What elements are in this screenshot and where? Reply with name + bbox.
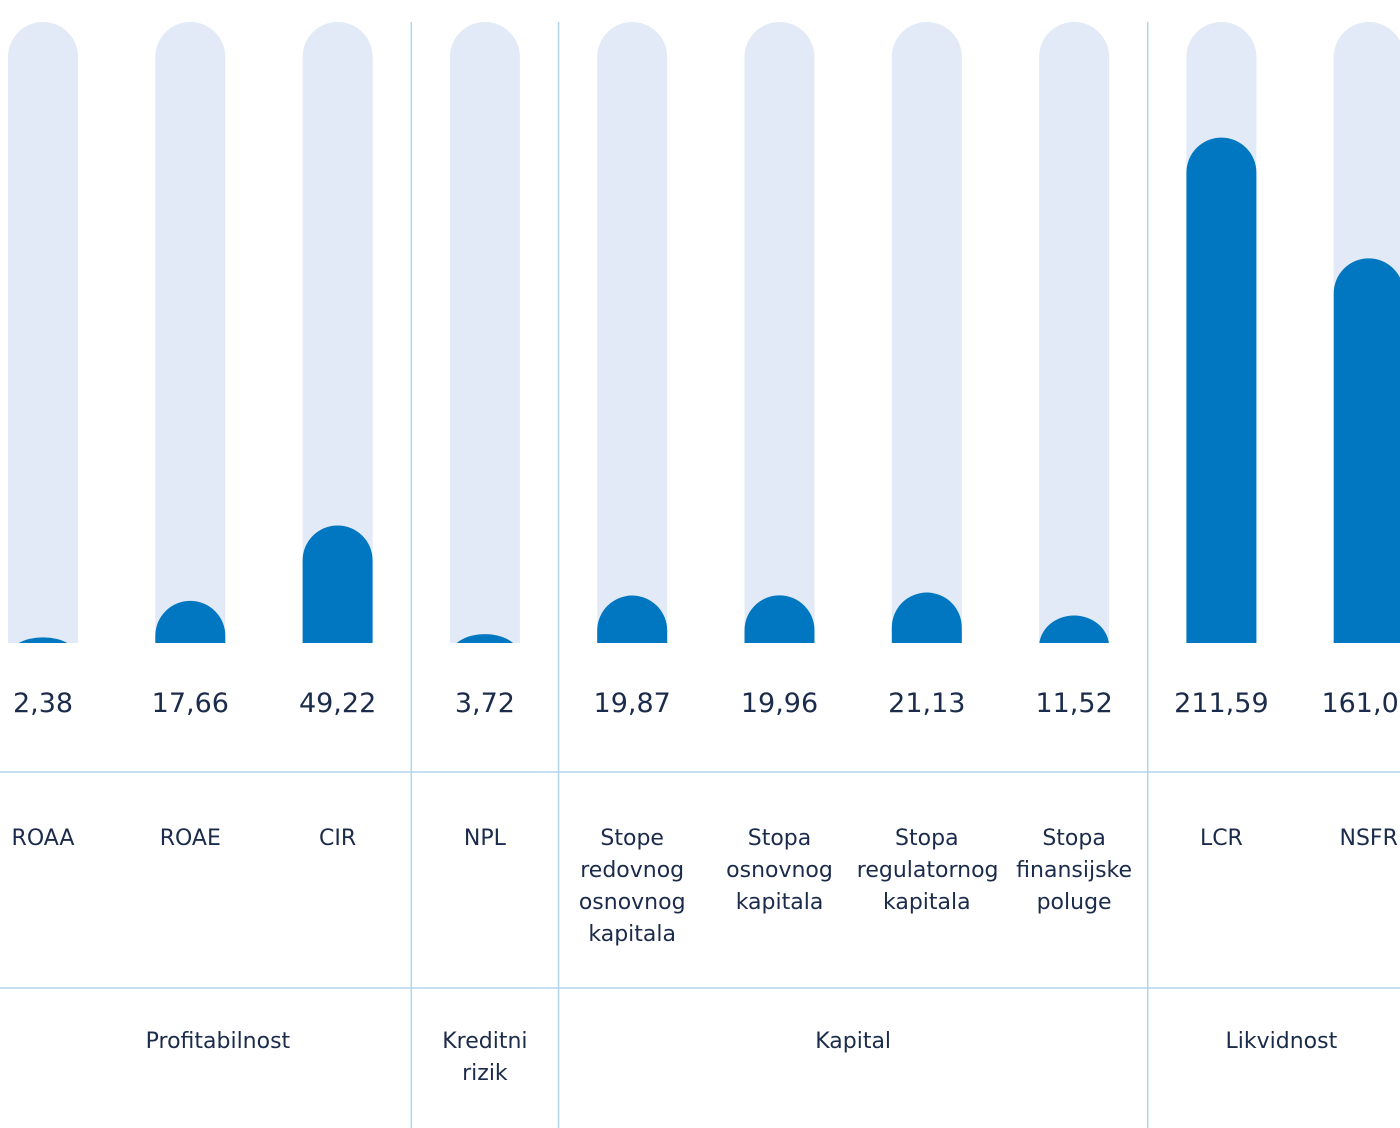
bar <box>1186 137 1257 643</box>
bar-track <box>597 22 668 643</box>
bar-track <box>891 22 962 643</box>
group-label: Kreditni rizik <box>442 1029 528 1086</box>
value-label: 17,66 <box>151 688 229 719</box>
category-label: Stopa osnovnog kapitala <box>726 826 833 915</box>
bars <box>8 22 1400 643</box>
category-label: ROAE <box>159 826 221 851</box>
group-label: Kapital <box>815 1029 892 1054</box>
bar <box>456 634 514 643</box>
category-label: Stopa finansijske poluge <box>1016 826 1133 915</box>
value-label: 2,38 <box>12 688 74 719</box>
bar <box>744 595 815 643</box>
bar-track <box>155 22 226 643</box>
category-label: Stopa regulatornog kapitala <box>856 826 999 915</box>
group-label: Profitabilnost <box>145 1029 291 1054</box>
value-label: 19,87 <box>593 688 671 719</box>
value-label: 11,52 <box>1035 688 1113 719</box>
bar <box>597 595 668 643</box>
bar-track <box>302 22 373 643</box>
value-label: 161,05 <box>1321 688 1400 719</box>
bar <box>18 637 68 643</box>
value-label: 3,72 <box>454 688 515 719</box>
value-label: 19,96 <box>740 688 819 719</box>
bar <box>891 592 962 643</box>
bar-track <box>1039 22 1110 643</box>
value-label: 49,22 <box>298 688 377 719</box>
category-label: NSFR <box>1339 826 1398 851</box>
dividers <box>0 22 1400 1128</box>
bar-track <box>449 22 520 643</box>
value-label: 211,59 <box>1174 688 1269 719</box>
bar-track <box>744 22 815 643</box>
category-label: NPL <box>463 826 506 851</box>
category-label: ROAA <box>11 826 75 851</box>
category-label: Stope redovnog osnovnog kapitala <box>578 826 686 947</box>
bar <box>302 525 373 643</box>
group-label: Likvidnost <box>1225 1029 1338 1054</box>
bar <box>1333 258 1400 643</box>
bar-track <box>8 22 78 643</box>
value-label: 21,13 <box>888 688 966 719</box>
bar <box>1039 615 1109 643</box>
category-label: CIR <box>319 826 357 851</box>
bar <box>155 600 226 643</box>
category-label: LCR <box>1199 826 1243 851</box>
